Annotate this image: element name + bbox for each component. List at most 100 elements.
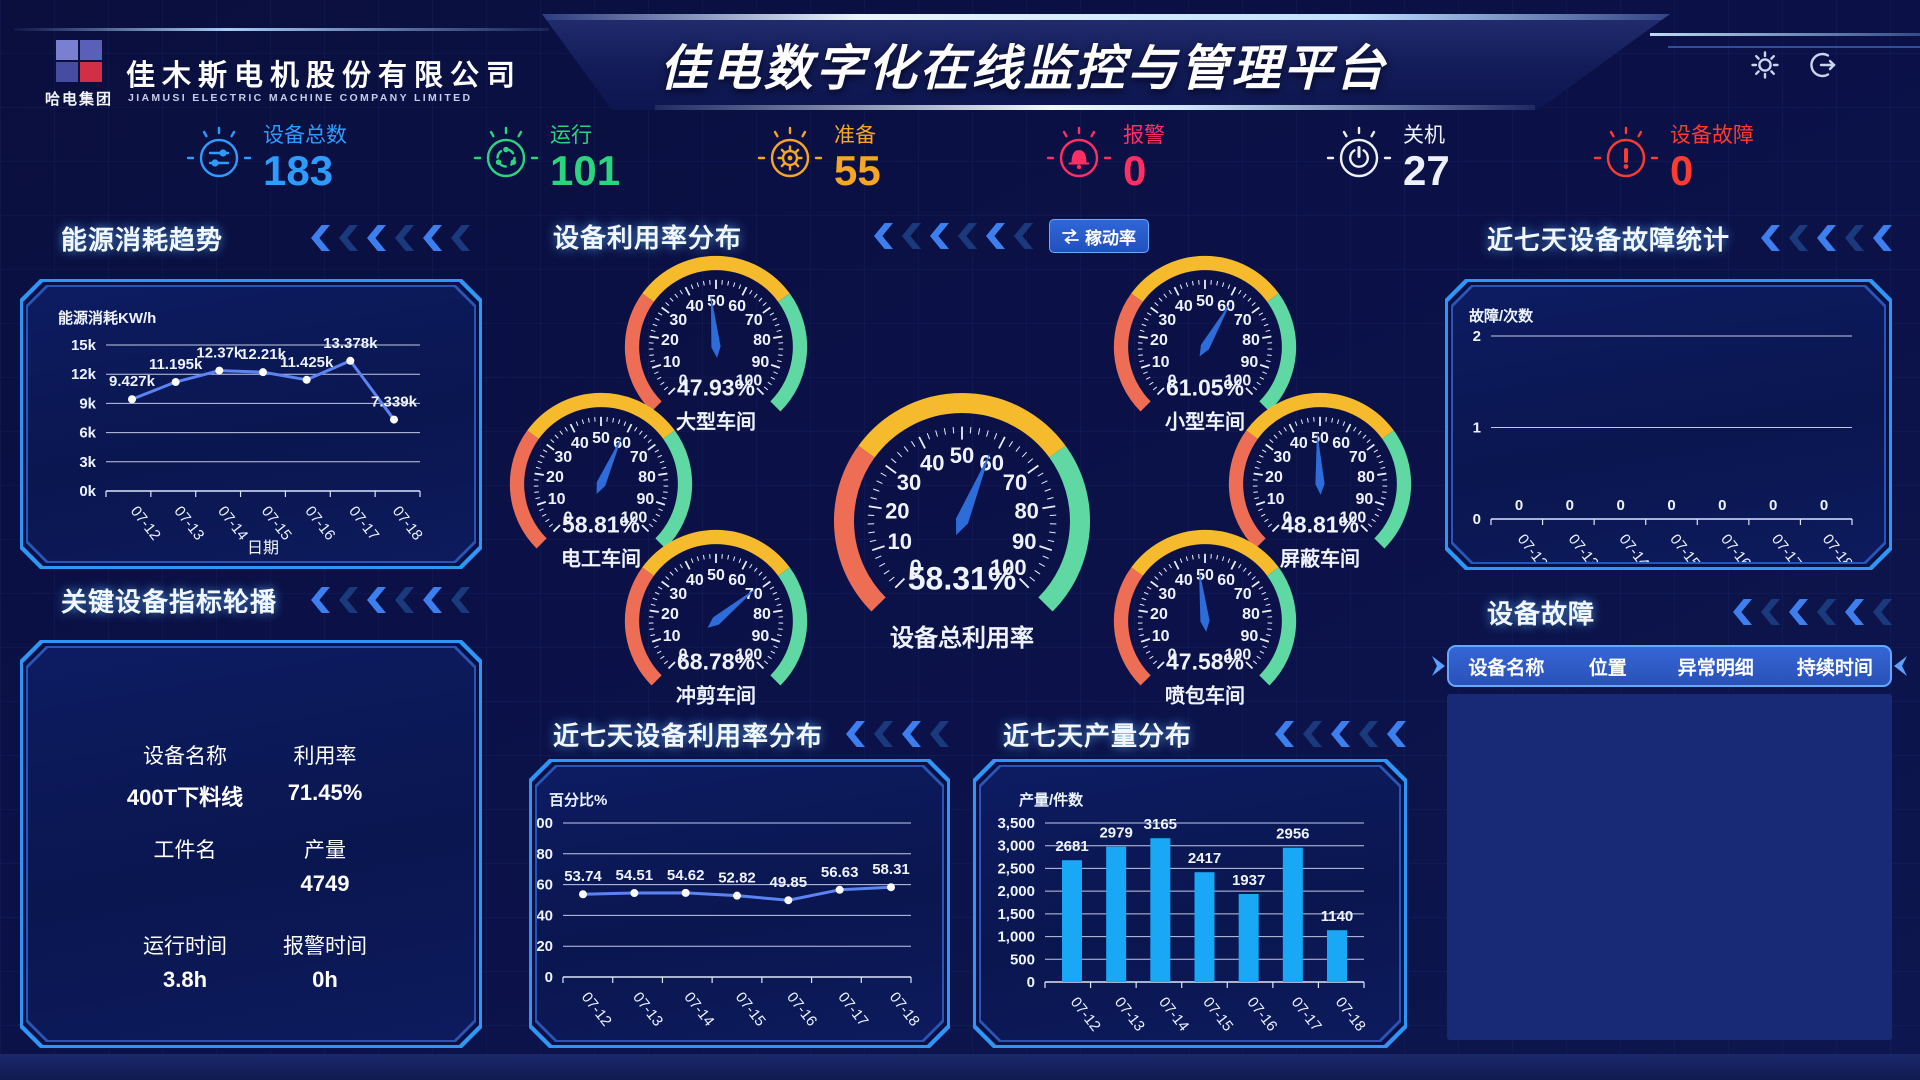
chevron-icon (902, 721, 921, 747)
production-bar-chart: 产量/件数 0 500 1,000 1,500 2,000 2,500 3,000 3,500 0… (981, 767, 1399, 1040)
svg-text:20: 20 (885, 498, 909, 523)
section-title: 近七天产量分布 (1003, 720, 1193, 751)
svg-text:11.425k: 11.425k (280, 354, 334, 371)
svg-text:07-14: 07-14 (214, 503, 251, 544)
chevron-icon (451, 225, 470, 251)
chevron-icon (930, 223, 949, 249)
utilization-mode-toggle-button[interactable]: 稼动率 (1049, 219, 1149, 253)
svg-text:80: 80 (753, 332, 771, 349)
stat-alarm: 报警 0 (1043, 114, 1165, 202)
svg-text:47.93%: 47.93% (677, 375, 755, 401)
power-icon (1326, 126, 1392, 178)
svg-text:56.63: 56.63 (821, 864, 859, 881)
chevron-icon (1359, 721, 1378, 747)
svg-text:60: 60 (1217, 572, 1235, 589)
stat-value: 55 (834, 146, 881, 194)
section-fault-stats: 近七天设备故障统计 (1487, 220, 1892, 256)
chevron-icon (423, 587, 442, 613)
svg-text:电工车间: 电工车间 (561, 546, 641, 570)
svg-text:40: 40 (1175, 298, 1193, 315)
key-equipment-labels-row: 设备名称 利用率 (115, 740, 395, 770)
svg-text:07-12: 07-12 (127, 503, 164, 544)
svg-text:30: 30 (554, 449, 572, 466)
svg-text:10: 10 (1152, 354, 1170, 371)
chevron-icon (1817, 599, 1836, 625)
stat-label: 准备 (834, 123, 876, 147)
key-equipment-values-row: 4749 (115, 871, 395, 897)
chevron-icon (395, 587, 414, 613)
svg-text:7.339k: 7.339k (371, 394, 418, 411)
utilization-line-chart: 百分比% 0 20 40 60 80 100 07-12 07-13 07-14 07-15 07-1… (537, 767, 942, 1040)
stat-value: 0 (1670, 146, 1694, 194)
svg-text:54.51: 54.51 (616, 867, 654, 884)
svg-text:大型车间: 大型车间 (676, 409, 756, 433)
section-title: 关键设备指标轮播 (61, 586, 278, 617)
chevron-icon (1873, 599, 1892, 625)
chevron-icon (423, 225, 442, 251)
svg-text:2,500: 2,500 (997, 860, 1035, 877)
svg-text:80: 80 (537, 846, 553, 863)
stat-label: 运行 (550, 123, 592, 147)
chevron-icon (367, 225, 386, 251)
svg-text:54.62: 54.62 (667, 867, 705, 884)
svg-text:40: 40 (686, 298, 704, 315)
svg-text:61.05%: 61.05% (1166, 375, 1244, 401)
svg-text:60: 60 (728, 298, 746, 315)
svg-text:58.31: 58.31 (872, 861, 910, 878)
svg-text:07-15: 07-15 (1199, 994, 1236, 1035)
svg-text:50: 50 (950, 443, 974, 468)
field-value (115, 871, 255, 897)
svg-text:47.58%: 47.58% (1166, 649, 1244, 675)
svg-text:80: 80 (1242, 332, 1260, 349)
chevron-icon (930, 721, 949, 747)
stat-total-devices: 设备总数 183 (183, 114, 347, 202)
svg-text:60: 60 (537, 877, 553, 894)
svg-text:90: 90 (751, 354, 769, 371)
header-left-cap (1432, 656, 1445, 676)
key-equipment-values-row: 3.8h 0h (115, 967, 395, 993)
svg-text:80: 80 (1357, 469, 1375, 486)
svg-text:50: 50 (1196, 567, 1214, 584)
svg-text:40: 40 (571, 435, 589, 452)
utilization-7day-panel: 百分比% 0 20 40 60 80 100 07-12 07-13 07-14 07-15 07-1… (529, 759, 950, 1048)
chevron-icon (986, 223, 1005, 249)
svg-text:90: 90 (1240, 628, 1258, 645)
svg-text:1: 1 (1473, 420, 1481, 437)
svg-text:1,500: 1,500 (997, 906, 1035, 923)
settings-icon[interactable] (1748, 48, 1782, 82)
logo-block (80, 62, 102, 82)
svg-text:20: 20 (1150, 332, 1168, 349)
svg-text:07-16: 07-16 (1717, 531, 1754, 562)
svg-text:小型车间: 小型车间 (1165, 409, 1245, 433)
column-header-duration: 持续时间 (1796, 657, 1873, 679)
section-utilization-7day: 近七天设备利用率分布 (553, 716, 949, 752)
svg-text:07-14: 07-14 (681, 989, 718, 1030)
chevron-icon (902, 223, 921, 249)
svg-text:60: 60 (728, 572, 746, 589)
svg-text:10: 10 (663, 628, 681, 645)
svg-text:70: 70 (745, 312, 763, 329)
chevron-icon (311, 587, 330, 613)
chevron-icon (874, 721, 893, 747)
svg-text:80: 80 (1242, 606, 1260, 623)
logout-icon[interactable] (1806, 48, 1840, 82)
svg-text:90: 90 (1355, 491, 1373, 508)
svg-text:20: 20 (661, 606, 679, 623)
svg-text:9k: 9k (79, 395, 96, 412)
svg-text:60: 60 (979, 450, 1003, 475)
svg-text:70: 70 (630, 449, 648, 466)
svg-text:20: 20 (661, 332, 679, 349)
chevron-decoration (1724, 599, 1892, 625)
field-value: 0h (312, 967, 338, 992)
svg-text:500: 500 (1010, 951, 1035, 968)
svg-text:07-13: 07-13 (1565, 531, 1602, 562)
column-header-device-name: 设备名称 (1468, 657, 1545, 679)
section-title: 设备故障 (1487, 598, 1596, 629)
stat-ready: 准备 55 (754, 114, 881, 202)
fault-stats-panel: 故障/次数 0 1 2 07-12 07-13 07-14 07-15 07-16 07-17 07… (1445, 279, 1892, 570)
fault-exclamation-icon (1593, 126, 1659, 178)
